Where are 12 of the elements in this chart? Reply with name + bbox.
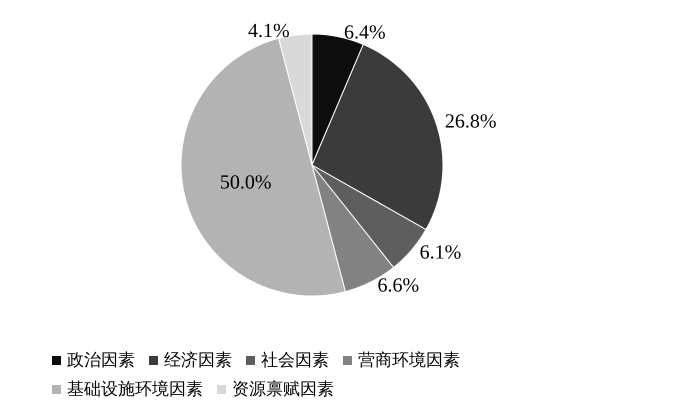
data-label: 6.4% (344, 22, 386, 44)
legend-label: 政治因素 (67, 350, 135, 370)
legend-label: 社会因素 (261, 350, 329, 370)
legend-label: 基础设施环境因素 (67, 380, 203, 400)
data-label: 6.1% (420, 242, 462, 264)
data-label: 6.6% (378, 274, 420, 297)
data-label: 50.0% (220, 171, 272, 194)
data-label: 4.1% (248, 20, 290, 42)
legend-label: 营商环境因素 (358, 350, 460, 370)
legend-label: 资源禀赋因素 (232, 380, 334, 400)
data-label: 26.8% (444, 110, 497, 133)
legend-label: 经济因素 (164, 350, 232, 370)
